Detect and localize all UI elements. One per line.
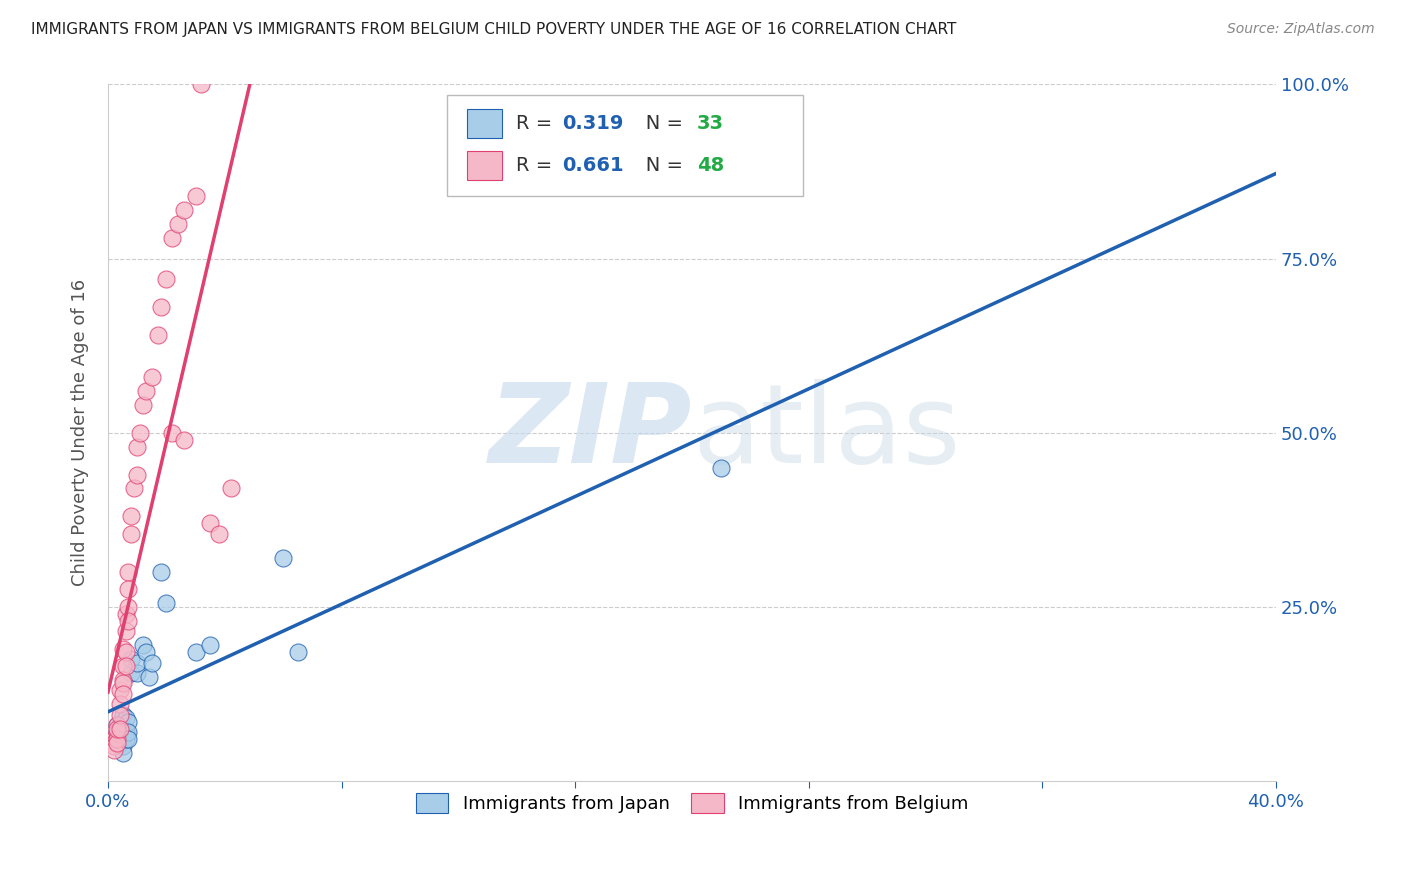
Point: [108, 683, 131, 698]
Point: [114, 607, 136, 621]
Point: [117, 614, 139, 628]
Point: [111, 732, 134, 747]
Point: [117, 725, 139, 739]
Point: [111, 687, 134, 701]
Point: [149, 565, 172, 579]
Point: [132, 638, 155, 652]
Point: [120, 509, 142, 524]
Point: [114, 725, 136, 739]
Text: N =: N =: [627, 114, 689, 133]
Text: 0.319: 0.319: [562, 114, 624, 133]
Point: [114, 624, 136, 639]
Point: [141, 656, 163, 670]
Point: [111, 707, 134, 722]
Point: [129, 425, 152, 440]
Point: [155, 272, 177, 286]
Point: [105, 718, 128, 732]
Point: [111, 746, 134, 760]
Point: [105, 718, 128, 732]
Text: 48: 48: [696, 156, 724, 175]
Point: [103, 739, 125, 754]
Point: [105, 722, 128, 736]
Point: [108, 729, 131, 743]
Point: [108, 736, 131, 750]
Point: [146, 328, 169, 343]
Text: 0.661: 0.661: [562, 156, 624, 175]
Point: [114, 711, 136, 725]
Point: [105, 736, 128, 750]
Point: [127, 656, 149, 670]
Legend: Immigrants from Japan, Immigrants from Belgium: Immigrants from Japan, Immigrants from B…: [405, 781, 979, 824]
Point: [167, 217, 190, 231]
Point: [111, 739, 134, 754]
Point: [114, 645, 136, 659]
Point: [120, 666, 142, 681]
Point: [135, 384, 157, 398]
Point: [198, 638, 221, 652]
Point: [138, 669, 160, 683]
Point: [108, 722, 131, 736]
Point: [108, 722, 131, 736]
Point: [120, 652, 142, 666]
Point: [108, 718, 131, 732]
Point: [710, 460, 733, 475]
Point: [105, 732, 128, 747]
Point: [105, 725, 128, 739]
Point: [160, 425, 183, 440]
Point: [117, 599, 139, 614]
Point: [108, 698, 131, 712]
FancyBboxPatch shape: [447, 95, 803, 196]
Point: [117, 565, 139, 579]
Point: [122, 482, 145, 496]
Point: [190, 78, 212, 92]
Point: [105, 736, 128, 750]
Point: [127, 467, 149, 482]
Point: [108, 707, 131, 722]
Point: [219, 482, 242, 496]
Text: IMMIGRANTS FROM JAPAN VS IMMIGRANTS FROM BELGIUM CHILD POVERTY UNDER THE AGE OF : IMMIGRANTS FROM JAPAN VS IMMIGRANTS FROM…: [31, 22, 956, 37]
Point: [141, 370, 163, 384]
Point: [111, 676, 134, 690]
Text: atlas: atlas: [692, 379, 960, 486]
Text: R =: R =: [516, 114, 558, 133]
Point: [184, 189, 207, 203]
Text: ZIP: ZIP: [488, 379, 692, 486]
Point: [103, 732, 125, 747]
Point: [114, 732, 136, 747]
Point: [103, 736, 125, 750]
Y-axis label: Child Poverty Under the Age of 16: Child Poverty Under the Age of 16: [72, 279, 89, 586]
Point: [117, 732, 139, 747]
Point: [149, 301, 172, 315]
Point: [127, 440, 149, 454]
Point: [173, 202, 195, 217]
Point: [103, 742, 125, 756]
Point: [271, 551, 294, 566]
Point: [287, 645, 309, 659]
Point: [117, 714, 139, 729]
Point: [155, 596, 177, 610]
Point: [114, 659, 136, 673]
Point: [208, 526, 231, 541]
Point: [160, 230, 183, 244]
Point: [105, 725, 128, 739]
Text: R =: R =: [516, 156, 558, 175]
Point: [173, 433, 195, 447]
Point: [111, 673, 134, 687]
Point: [111, 659, 134, 673]
Point: [184, 645, 207, 659]
Point: [105, 732, 128, 747]
FancyBboxPatch shape: [467, 151, 502, 180]
Point: [132, 398, 155, 412]
Text: Source: ZipAtlas.com: Source: ZipAtlas.com: [1227, 22, 1375, 37]
Point: [198, 516, 221, 531]
Point: [135, 645, 157, 659]
Point: [117, 582, 139, 597]
Text: 33: 33: [696, 114, 724, 133]
Point: [111, 641, 134, 656]
Point: [120, 526, 142, 541]
Point: [127, 666, 149, 681]
Text: N =: N =: [627, 156, 689, 175]
FancyBboxPatch shape: [467, 109, 502, 138]
